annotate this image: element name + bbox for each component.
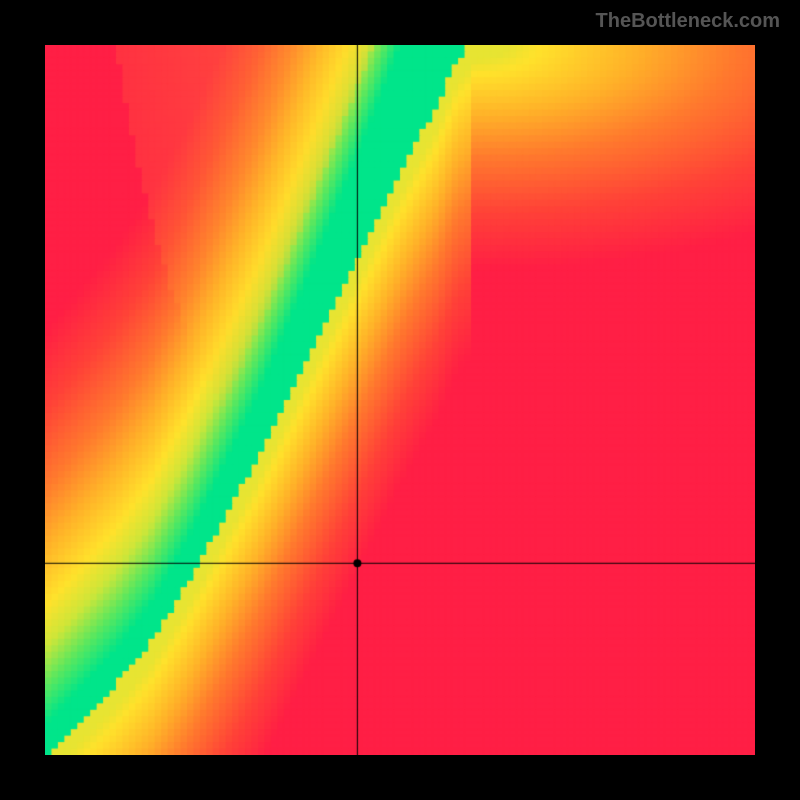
watermark-text: TheBottleneck.com (596, 10, 780, 33)
bottleneck-heatmap (45, 45, 755, 755)
chart-container: TheBottleneck.com (0, 0, 800, 800)
